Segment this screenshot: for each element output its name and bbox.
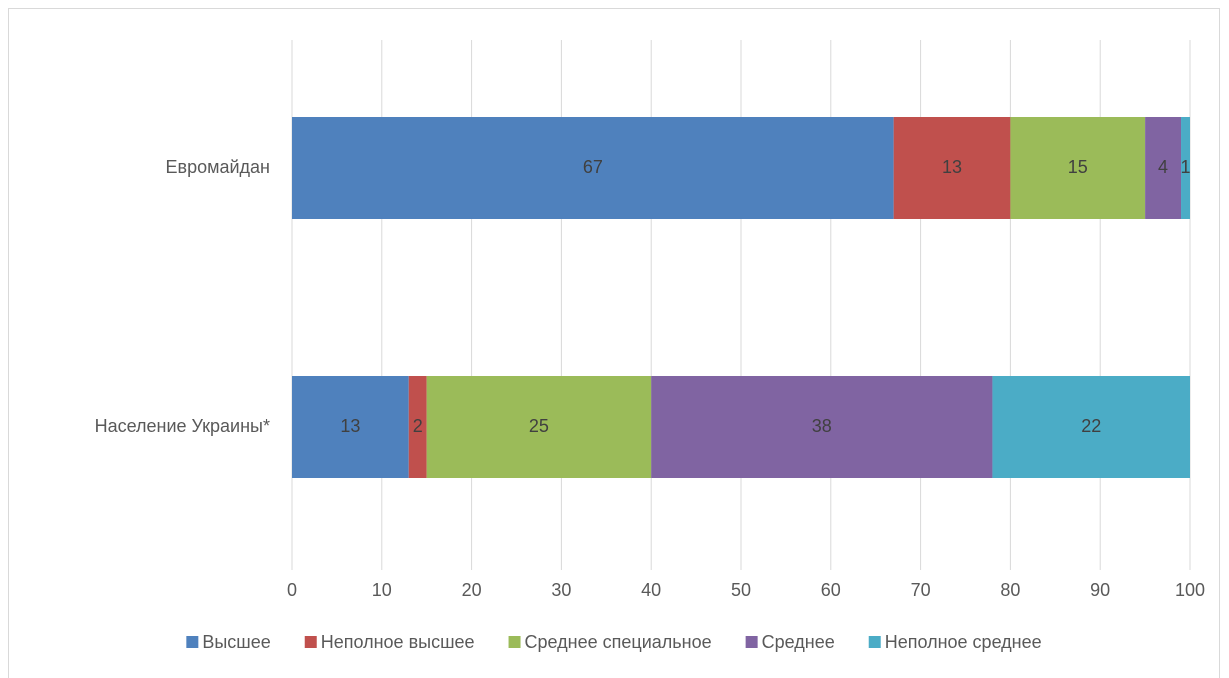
legend-label: Среднее специальное <box>525 632 712 652</box>
data-label: 38 <box>812 416 832 436</box>
bar-segment <box>292 376 409 478</box>
data-label: 13 <box>942 157 962 177</box>
x-tick-label: 0 <box>287 580 297 600</box>
bar-segment <box>893 117 1011 219</box>
category-label: Евромайдан <box>166 157 270 177</box>
data-label: 2 <box>413 416 423 436</box>
data-label: 15 <box>1068 157 1088 177</box>
chart-border <box>8 8 1220 678</box>
x-tick-label: 30 <box>551 580 571 600</box>
bar-segment <box>1010 117 1146 219</box>
bar-segment <box>1181 117 1190 219</box>
bar-segment <box>292 117 894 219</box>
x-tick-label: 70 <box>911 580 931 600</box>
x-tick-label: 90 <box>1090 580 1110 600</box>
x-tick-label: 60 <box>821 580 841 600</box>
x-tick-label: 80 <box>1000 580 1020 600</box>
legend-swatch <box>304 636 317 648</box>
bar-segment <box>992 376 1190 478</box>
legend-label: Высшее <box>202 632 270 652</box>
x-tick-label: 40 <box>641 580 661 600</box>
data-label: 22 <box>1081 416 1101 436</box>
legend-label: Среднее <box>762 632 835 652</box>
data-label: 25 <box>529 416 549 436</box>
data-label: 13 <box>340 416 360 436</box>
bar-segment <box>1145 117 1182 219</box>
x-tick-label: 100 <box>1175 580 1205 600</box>
data-label: 4 <box>1158 157 1168 177</box>
x-tick-label: 50 <box>731 580 751 600</box>
x-tick-label: 20 <box>462 580 482 600</box>
legend-label: Неполное высшее <box>321 632 475 652</box>
bar-segment <box>426 376 652 478</box>
bar-segment <box>408 376 427 478</box>
data-label: 1 <box>1181 157 1191 177</box>
legend-swatch <box>508 636 521 648</box>
legend-swatch <box>745 636 758 648</box>
legend-swatch <box>186 636 199 648</box>
data-label: 67 <box>583 157 603 177</box>
category-label: Население Украины* <box>95 416 270 436</box>
x-tick-label: 10 <box>372 580 392 600</box>
legend-label: Неполное среднее <box>885 632 1042 652</box>
legend-swatch <box>868 636 881 648</box>
bar-segment <box>651 376 993 478</box>
